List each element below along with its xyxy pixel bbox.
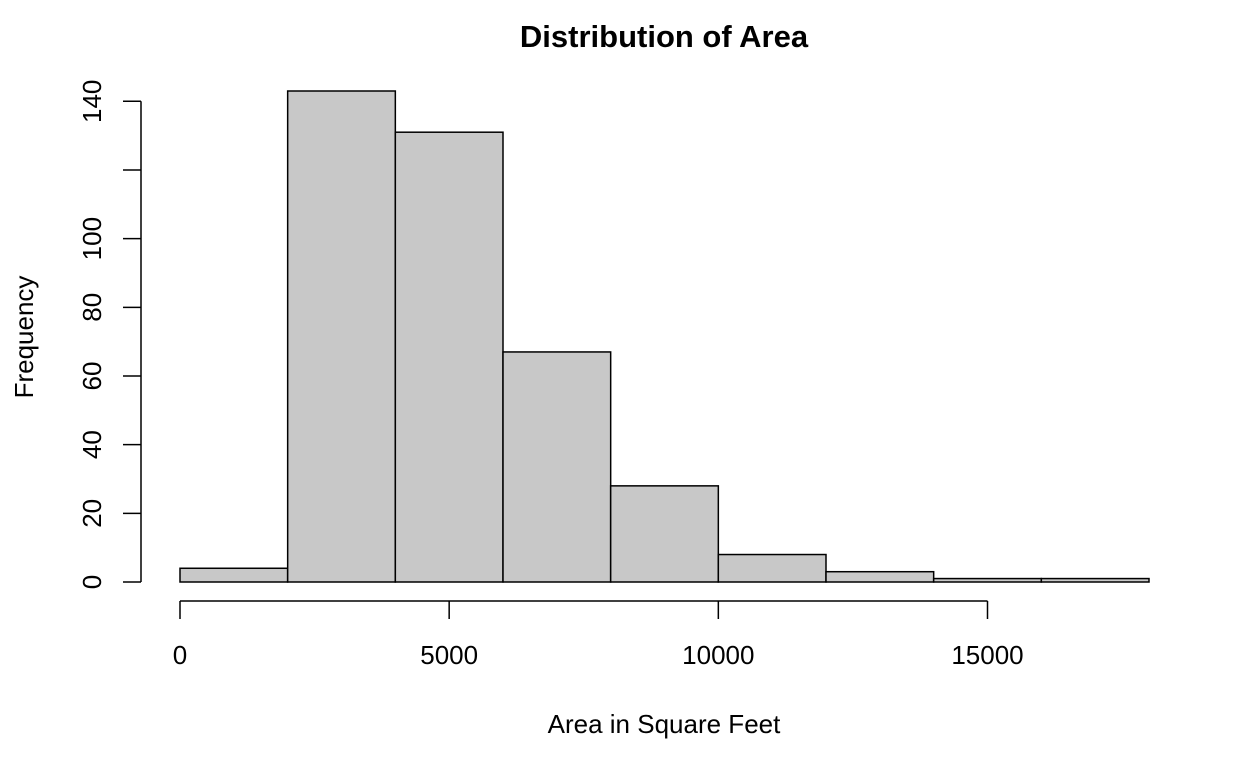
x-tick-label: 5000	[420, 640, 478, 670]
histogram-bar-6	[825, 570, 935, 583]
histogram-bar-8	[1040, 577, 1150, 583]
y-tick-label: 60	[77, 362, 107, 391]
histogram-bar-3	[502, 351, 612, 583]
chart-title: Distribution of Area	[520, 19, 809, 54]
y-tick-label: 100	[77, 217, 107, 260]
histogram-bar-7	[932, 577, 1043, 583]
y-tick-label: 20	[77, 499, 107, 528]
x-tick-label: 15000	[951, 640, 1023, 670]
x-tick-label: 0	[173, 640, 187, 670]
x-axis-label: Area in Square Feet	[548, 709, 781, 739]
y-axis-label: Frequency	[9, 276, 39, 399]
y-tick-label: 80	[77, 293, 107, 322]
y-tick-label: 0	[77, 575, 107, 589]
histogram-bar-5	[717, 553, 827, 583]
histogram-bar-0	[179, 567, 289, 583]
bars-layer	[179, 90, 1150, 583]
y-axis: 0 20 40 60 80 100 140	[77, 80, 142, 589]
y-tick-label: 140	[77, 80, 107, 123]
x-axis: 0 5000 10000 15000	[173, 600, 1024, 670]
histogram-bar-1	[286, 90, 397, 583]
histogram-bar-2	[394, 131, 504, 583]
x-tick-label: 10000	[682, 640, 754, 670]
histogram-bar-4	[609, 485, 720, 583]
y-tick-label: 40	[77, 430, 107, 459]
